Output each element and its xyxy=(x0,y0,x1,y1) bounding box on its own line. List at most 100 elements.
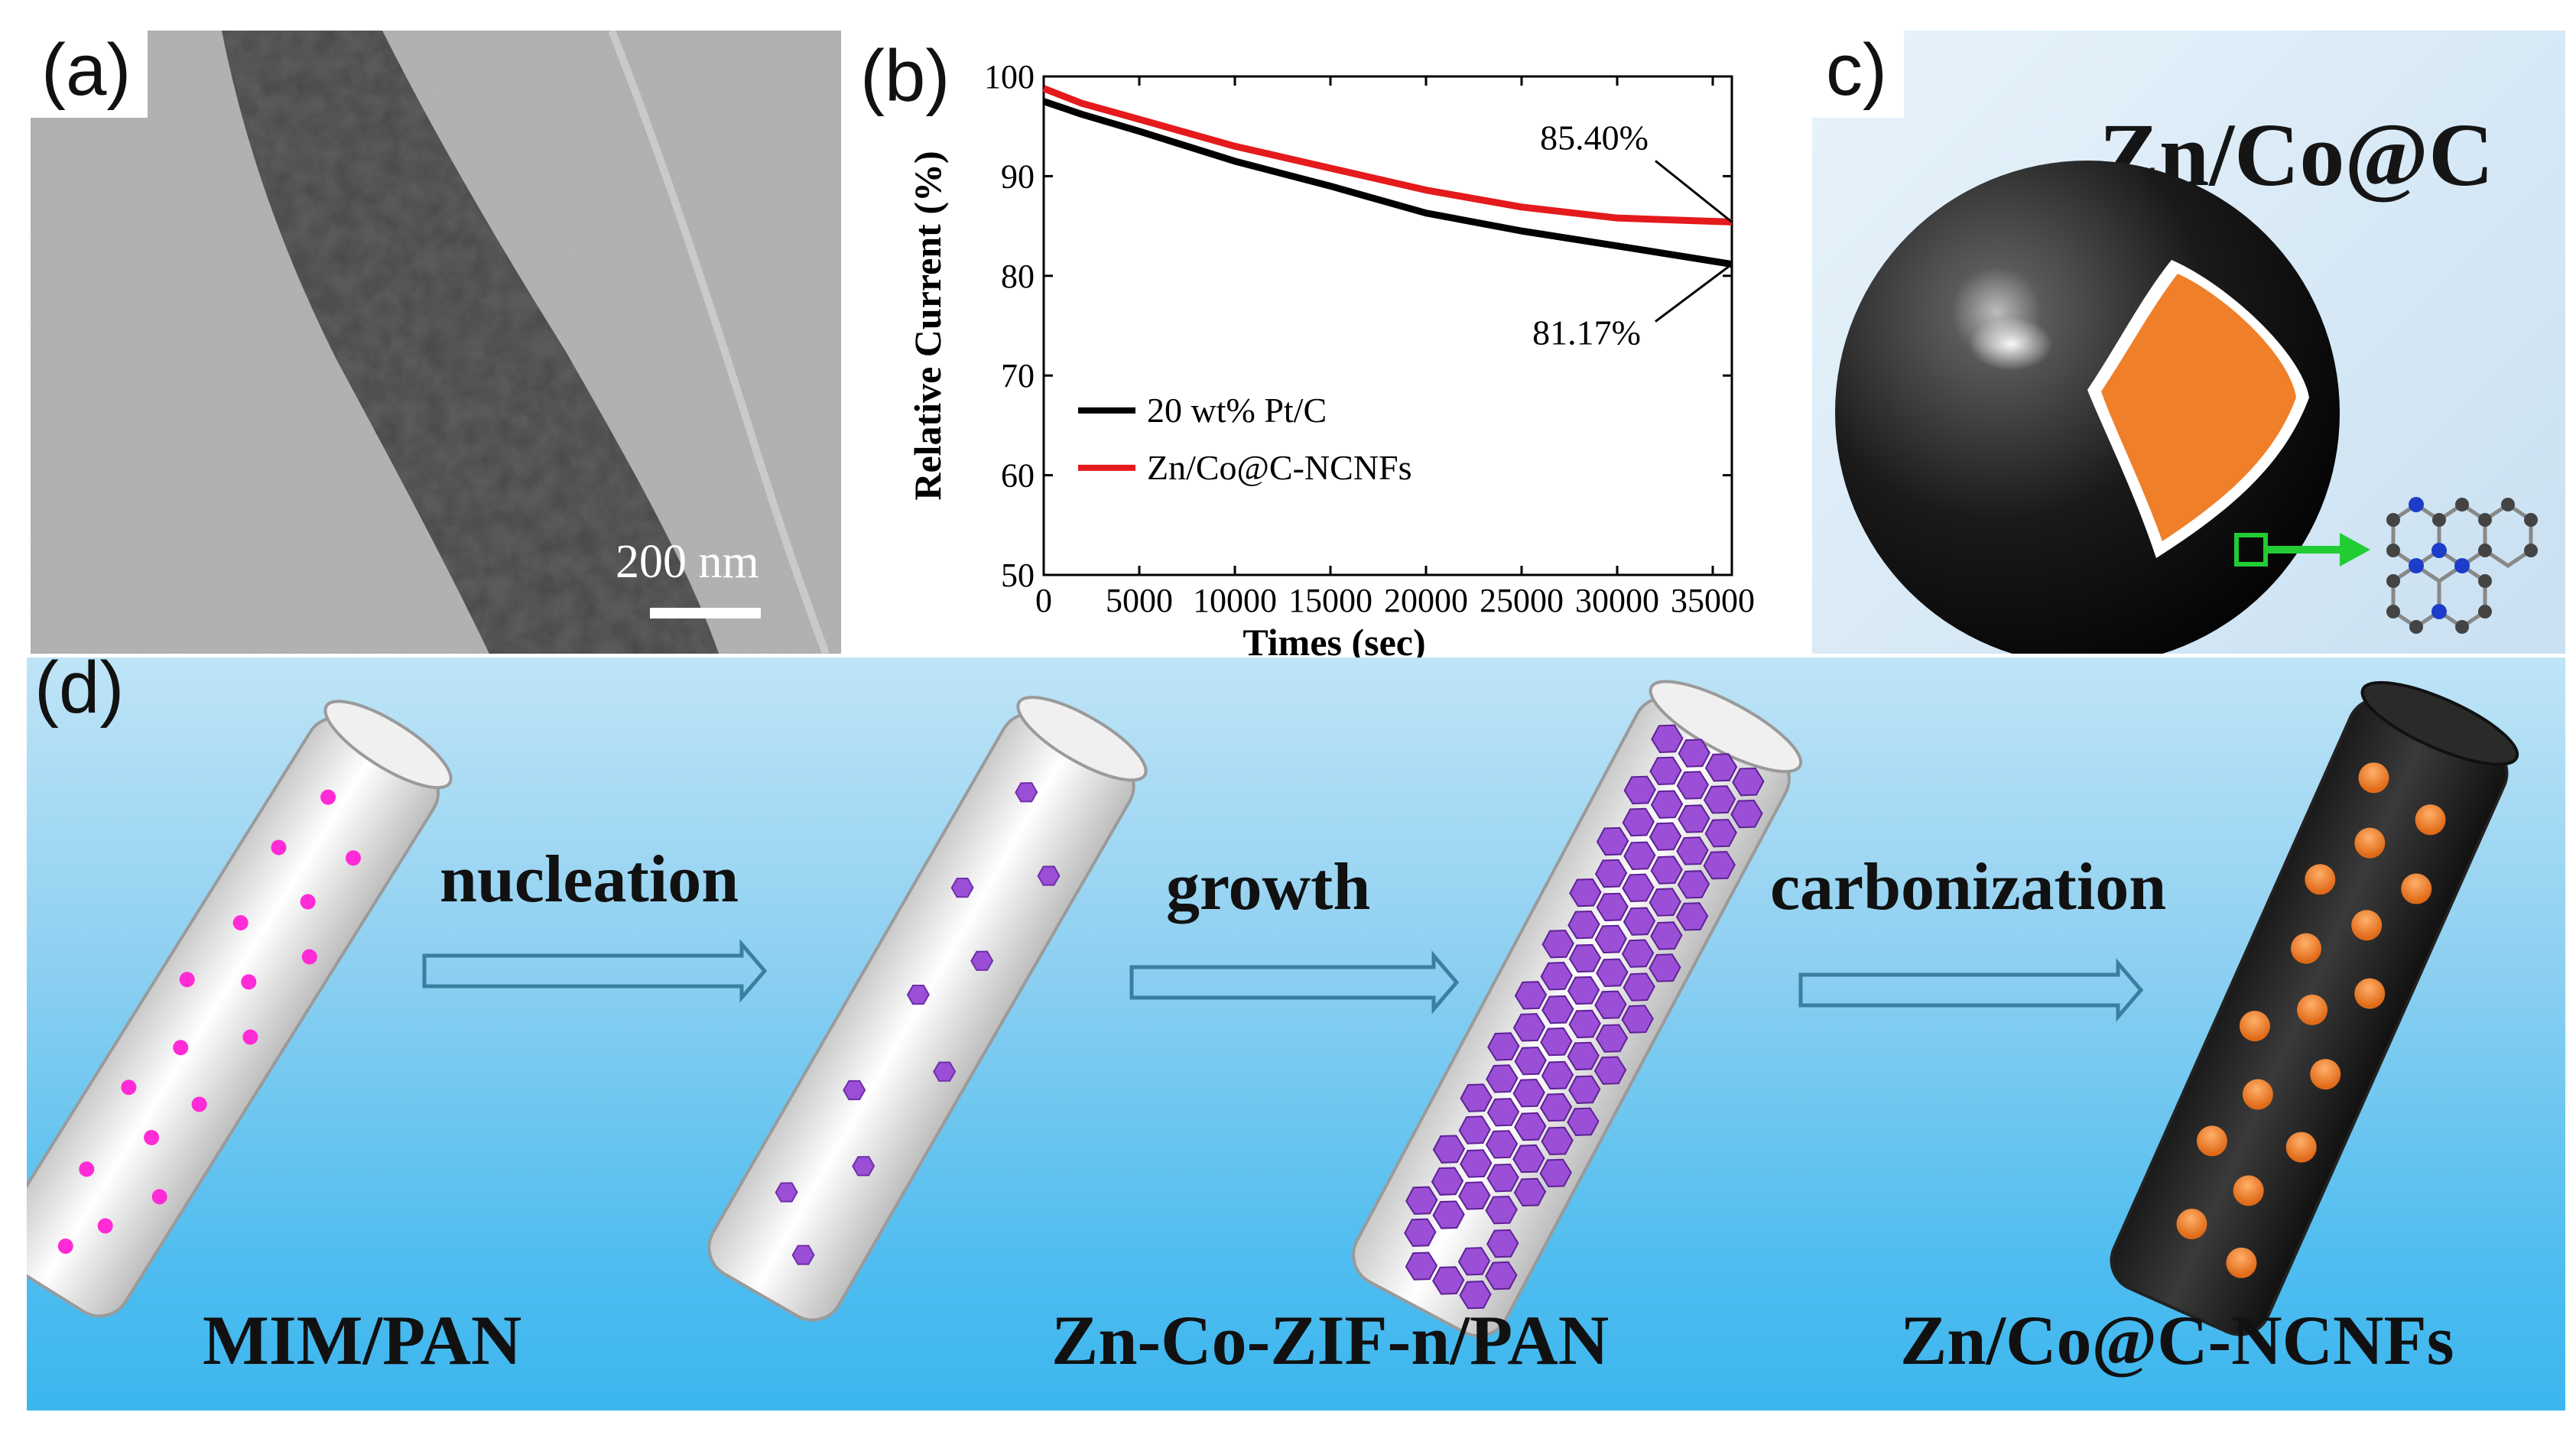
zif-crystal-icon xyxy=(1593,1056,1627,1085)
zif-crystal-icon xyxy=(1487,1032,1520,1061)
x-tick-label: 10000 xyxy=(1193,582,1277,619)
zif-crystal-icon xyxy=(1650,921,1683,950)
zif-crystal-icon xyxy=(1568,943,1602,973)
zif-crystal-icon xyxy=(1676,771,1710,800)
y-axis-label: Relative Current (%) xyxy=(906,151,949,500)
zif-crystal-icon xyxy=(1704,819,1737,848)
plot-frame xyxy=(1042,75,1733,576)
x-tick-label: 25000 xyxy=(1480,582,1564,619)
chart-axes: 0 5000 10000 15000 20000 25000 30000 35000 50 60 7… xyxy=(906,58,1755,657)
zif-crystal-icon xyxy=(1539,1158,1572,1188)
zif-crystal-icon xyxy=(1649,888,1681,917)
x-tick-label: 0 xyxy=(1035,582,1052,619)
zif-crystal-icon xyxy=(1704,753,1738,782)
zif-crystal-icon xyxy=(1567,976,1600,1005)
zif-crystal-icon xyxy=(1432,1266,1465,1295)
zif-crystal-icon xyxy=(1677,870,1710,899)
panel-b-label: (b) xyxy=(860,35,950,117)
zif-crystal-icon xyxy=(1568,1009,1601,1039)
zif-crystal-icon xyxy=(1432,1135,1466,1164)
zif-crystal-icon xyxy=(1457,1247,1491,1276)
zif-crystal-icon xyxy=(1678,739,1710,768)
panel-b-chart: 0 5000 10000 15000 20000 25000 30000 35000 50 60 7… xyxy=(845,8,1778,657)
legend-entry: Zn/Co@C-NCNFs xyxy=(1147,448,1412,487)
zif-crystal-icon xyxy=(1460,1149,1493,1178)
annotation-leader xyxy=(1655,263,1733,323)
synthesis-illustration xyxy=(27,680,2519,1338)
zif-crystal-icon xyxy=(1458,1181,1491,1210)
x-tick-label: 20000 xyxy=(1384,582,1468,619)
zif-crystal-icon xyxy=(1569,878,1602,907)
x-tick-label: 35000 xyxy=(1671,582,1755,619)
panel-a-label: (a) xyxy=(31,31,148,118)
zif-crystal-icon xyxy=(1404,1218,1437,1247)
x-axis-label: Times (sec) xyxy=(1243,621,1425,657)
zif-crystal-icon xyxy=(1649,756,1682,785)
zif-crystal-icon xyxy=(1486,1098,1520,1127)
tube-zif-growth xyxy=(1352,680,1803,1338)
scale-bar-label: 200 nm xyxy=(616,536,759,588)
step-carbonization: carbonization xyxy=(1770,850,2167,924)
zif-crystal-icon xyxy=(1623,972,1655,1002)
core-shell-sphere xyxy=(1835,161,2538,654)
zif-crystal-icon xyxy=(1596,892,1629,922)
x-tick-label: 30000 xyxy=(1575,582,1659,619)
zif-crystal-icon xyxy=(1512,1144,1545,1174)
zif-crystal-icon xyxy=(1458,1115,1491,1144)
step-arrows xyxy=(422,939,2144,1022)
zif-crystal-icon xyxy=(1651,724,1684,753)
zif-crystal-icon xyxy=(1541,995,1574,1024)
panel-d-label: (d) xyxy=(34,657,125,729)
annotation-label: 81.17% xyxy=(1532,313,1641,352)
zif-crystal-icon xyxy=(1514,981,1548,1010)
tube-carbonized-ncnf xyxy=(2110,680,2519,1336)
zif-crystal-icon xyxy=(1567,910,1600,940)
step-growth: growth xyxy=(1166,850,1371,924)
series-line-1 xyxy=(1042,85,1733,226)
zif-crystal-icon xyxy=(1485,1261,1518,1291)
y-tick-label: 70 xyxy=(1001,357,1035,394)
zif-crystal-icon xyxy=(1459,1281,1492,1310)
step-nucleation: nucleation xyxy=(440,842,739,917)
zif-crystal-icon xyxy=(1621,1005,1654,1034)
zif-crystal-icon xyxy=(1594,990,1627,1019)
zif-crystal-icon xyxy=(1594,859,1628,888)
zif-crystal-icon xyxy=(1623,907,1656,936)
relative-current-chart: 0 5000 10000 15000 20000 25000 30000 35000 50 60 7… xyxy=(906,58,1755,657)
zif-crystal-icon xyxy=(1703,851,1736,880)
annotation-leader xyxy=(1655,160,1733,223)
stage-zn-co-zif-pan: Zn-Co-ZIF-n/PAN xyxy=(1051,1301,1610,1379)
tem-micrograph xyxy=(31,31,841,654)
y-tick-label: 80 xyxy=(1001,258,1035,295)
zif-crystal-icon xyxy=(1730,799,1763,829)
tube-zif-nucleation xyxy=(707,696,1148,1322)
panel-a-tem-image: (a) 200 nm xyxy=(31,31,841,654)
zif-crystal-icon xyxy=(1405,1252,1438,1281)
x-tick-label: 5000 xyxy=(1106,582,1173,619)
zif-crystal-icon xyxy=(1622,807,1655,837)
zif-crystal-icon xyxy=(1678,804,1710,833)
legend-entry: 20 wt% Pt/C xyxy=(1147,391,1327,430)
stage-mim-pan: MIM/PAN xyxy=(203,1301,522,1379)
zif-crystal-icon xyxy=(1512,1079,1545,1108)
y-tick-label: 60 xyxy=(1001,457,1035,495)
y-tick-label: 50 xyxy=(1001,557,1035,594)
zif-crystal-icon xyxy=(1432,1200,1465,1229)
x-tick-label: 15000 xyxy=(1288,582,1372,619)
zif-crystal-icon xyxy=(1486,1064,1519,1093)
zif-crystal-icon xyxy=(1676,836,1709,865)
panel-d-synthesis-scheme: (d) nucleation growth carbonization MIM/… xyxy=(27,657,2565,1411)
zif-crystal-icon xyxy=(1541,930,1574,959)
growth-arrow-icon xyxy=(1129,950,1460,1015)
zif-crystal-icon xyxy=(1649,822,1682,851)
zif-crystal-icon xyxy=(1732,767,1765,797)
y-tick-label: 100 xyxy=(984,58,1035,96)
zif-crystal-icon xyxy=(1623,775,1656,805)
zif-crystal-icon xyxy=(1595,1024,1629,1053)
zif-crystal-icon xyxy=(1621,939,1655,968)
zif-crystal-icon xyxy=(1486,1164,1519,1193)
zif-crystal-icon xyxy=(1649,953,1681,982)
zif-crystal-icon xyxy=(1675,902,1709,931)
nucleation-arrow-icon xyxy=(422,939,768,1003)
zif-crystal-icon xyxy=(1594,924,1627,954)
